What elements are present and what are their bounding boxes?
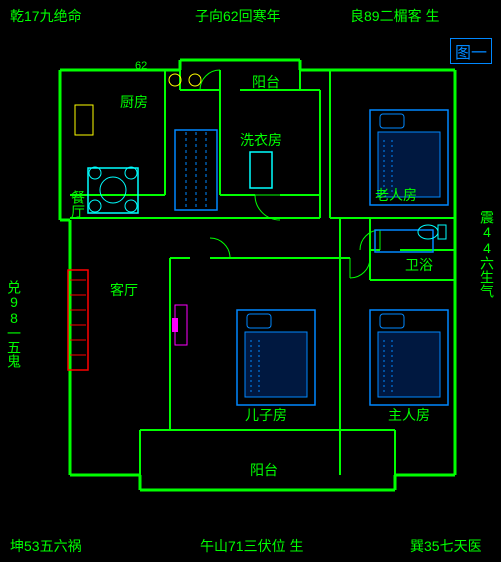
num-62: 62 (135, 60, 147, 72)
compass-sw: 坤53五六祸 (10, 536, 82, 556)
room-living: 客厅 (110, 280, 138, 300)
room-laundry: 洗衣房 (240, 130, 282, 150)
room-dining: 餐厅 (68, 190, 88, 218)
compass-n: 子向62回寒年 (195, 6, 281, 26)
room-balcony-bottom: 阳台 (250, 460, 278, 480)
compass-w: 兑98一五鬼 (4, 280, 24, 368)
room-bath: 卫浴 (405, 255, 433, 275)
compass-se: 巽35七天医 (410, 536, 482, 556)
legend-label: 图一 (450, 38, 492, 64)
room-master: 主人房 (388, 405, 430, 425)
compass-ne: 良89二楣客 生 (350, 6, 439, 26)
compass-s: 午山71三伏位 生 (200, 536, 303, 556)
compass-e: 震44六生气 (477, 210, 497, 298)
room-kitchen: 厨房 (120, 92, 148, 112)
room-elder: 老人房 (375, 185, 417, 205)
room-balcony-top: 阳台 (252, 72, 280, 92)
compass-nw: 乾17九绝命 (10, 6, 82, 26)
room-son: 儿子房 (245, 405, 287, 425)
